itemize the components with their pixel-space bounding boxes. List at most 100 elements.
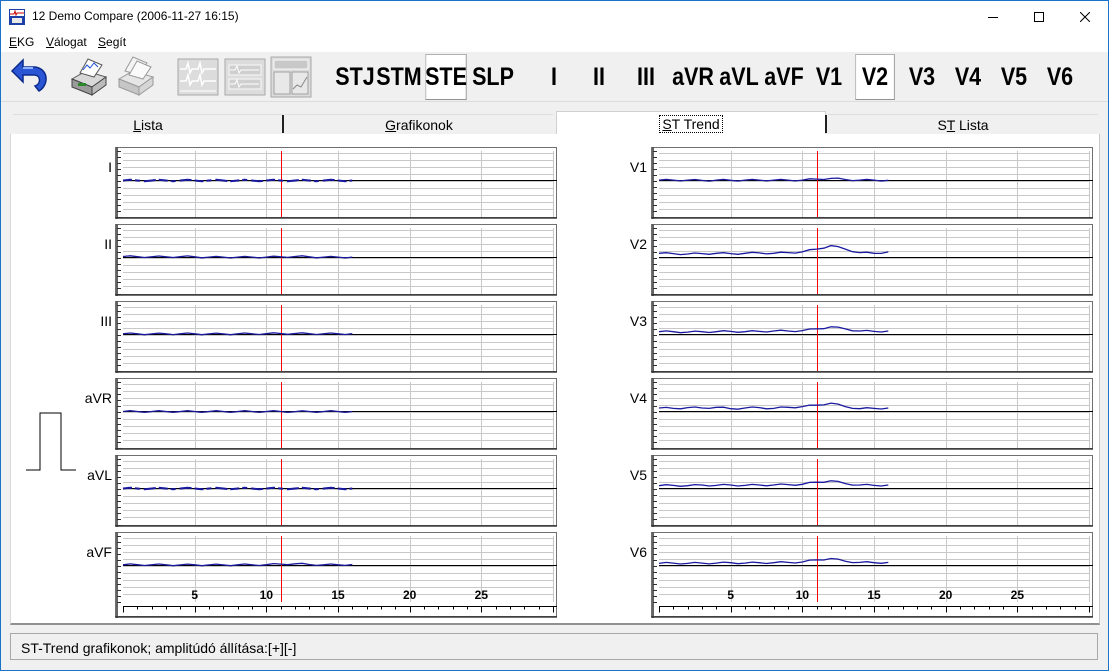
x-tick-label: 15 (331, 588, 345, 602)
lead-button-v1[interactable]: V1 (815, 62, 843, 91)
minimize-button[interactable] (970, 1, 1016, 32)
tab-st-lista[interactable]: ST Lista (828, 114, 1098, 135)
tab-separator (282, 115, 284, 133)
tab-lista[interactable]: Lista (13, 114, 283, 135)
st-trace-v2 (658, 244, 889, 256)
back-arrow-icon[interactable] (9, 55, 53, 99)
lead-label-avl: aVL (87, 467, 112, 483)
lead-button-v6[interactable]: V6 (1046, 62, 1074, 91)
trend-plot-avf: 5 10 15 20 25 (115, 532, 557, 618)
x-tick-label: 5 (191, 588, 198, 602)
plot-frame (115, 532, 557, 618)
trend-plot-v4 (651, 378, 1093, 450)
tab-st-trend[interactable]: ST Trend (556, 111, 826, 135)
x-tick-label: 10 (260, 588, 274, 602)
lead-label-v4: V4 (629, 390, 647, 406)
plot-frame (651, 301, 1093, 373)
tab-separator (825, 115, 827, 133)
lead-button-v2[interactable]: V2 (855, 54, 895, 100)
lead-button-ii[interactable]: II (593, 62, 605, 91)
st-trace-v1 (658, 177, 889, 182)
menu-ekg-rest: KG (17, 35, 35, 49)
lead-label-v2: V2 (629, 236, 647, 252)
status-bar: ST-Trend grafikonok; amplitúdó állítása:… (10, 633, 1098, 660)
x-tick-label: 10 (796, 588, 810, 602)
lead-button-avf[interactable]: aVF (764, 62, 804, 91)
lead-label-ii: II (104, 236, 112, 252)
lead-label-iii: III (100, 313, 112, 329)
x-tick-label: 25 (475, 588, 489, 602)
lead-button-v3[interactable]: V3 (908, 62, 936, 91)
trend-plot-v2 (651, 224, 1093, 296)
st-trace-i (122, 178, 353, 183)
plot-frame (115, 378, 557, 450)
st-trace-avl (122, 486, 353, 491)
print-all-icon[interactable] (113, 55, 157, 99)
x-tick-label: 25 (1011, 588, 1025, 602)
close-icon (1080, 11, 1090, 22)
trend-plot-v6: 5 10 15 20 25 (651, 532, 1093, 618)
plot-frame (115, 455, 557, 527)
minimize-icon (988, 16, 998, 18)
lead-label-v6: V6 (629, 544, 647, 560)
plot-frame (651, 532, 1093, 618)
trend-plot-i (115, 147, 557, 219)
mode-button-ste[interactable]: STE (425, 54, 467, 100)
title-bar: 12 Demo Compare (2006-11-27 16:15) (1, 1, 1108, 32)
menu-ekg[interactable]: EKG (9, 35, 35, 49)
trend-plot-v5 (651, 455, 1093, 527)
st-trace-v6 (658, 557, 889, 565)
st-trace-iii (122, 332, 353, 336)
lead-label-v3: V3 (629, 313, 647, 329)
lead-button-avr[interactable]: aVR (672, 62, 714, 91)
tab-control: Lista Grafikonok ST Trend ST Lista I II II… (10, 111, 1100, 625)
ecg-view-3-icon[interactable] (269, 55, 313, 99)
tab-grafikonok[interactable]: Grafikonok (285, 114, 553, 135)
st-trace-avf (122, 562, 353, 567)
trend-plot-v3 (651, 301, 1093, 373)
toolbar: STJ STM STE SLP I II III aVR aVL aVF V1 … (1, 52, 1108, 102)
print-icon[interactable] (66, 55, 110, 99)
menu-bar: EKG Válogat Segít (1, 32, 1108, 52)
lead-button-avl[interactable]: aVL (719, 62, 759, 91)
lead-button-v4[interactable]: V4 (954, 62, 982, 91)
close-button[interactable] (1062, 1, 1108, 32)
lead-button-iii[interactable]: III (637, 62, 655, 91)
plot-frame (651, 378, 1093, 450)
lead-label-i: I (108, 159, 112, 175)
x-tick-label: 5 (727, 588, 734, 602)
st-trend-panel: I II III aVR aVL aVF 5 10 15 20 25 V1 V2 V3 V4 V5 V6 5 10 1… (10, 134, 1100, 625)
maximize-button[interactable] (1016, 1, 1062, 32)
x-tick-label: 20 (939, 588, 953, 602)
trend-plot-avr (115, 378, 557, 450)
st-trace-v5 (658, 480, 889, 487)
trend-plot-v1 (651, 147, 1093, 219)
plot-frame (115, 147, 557, 219)
plot-frame (651, 224, 1093, 296)
menu-segit[interactable]: Segít (98, 35, 127, 49)
menu-valogat[interactable]: Válogat (46, 35, 87, 49)
st-trace-avr (122, 410, 353, 414)
x-tick-label: 20 (403, 588, 417, 602)
calibration-pulse (26, 412, 76, 471)
window-title: 12 Demo Compare (2006-11-27 16:15) (32, 9, 239, 23)
ecg-view-1-icon[interactable] (176, 55, 220, 99)
x-tick-label: 15 (867, 588, 881, 602)
mode-button-stm[interactable]: STM (376, 62, 422, 91)
lead-label-avr: aVR (84, 390, 112, 406)
plot-frame (651, 455, 1093, 527)
ecg-app-icon (9, 9, 25, 25)
trend-plot-avl (115, 455, 557, 527)
status-text: ST-Trend grafikonok; amplitúdó állítása:… (21, 640, 297, 656)
trend-plot-ii (115, 224, 557, 296)
st-trace-v4 (658, 402, 889, 410)
mode-button-stj[interactable]: STJ (335, 62, 375, 91)
lead-label-avf: aVF (86, 544, 112, 560)
ecg-view-2-icon[interactable] (223, 55, 267, 99)
plot-frame (115, 301, 557, 373)
lead-button-v5[interactable]: V5 (1000, 62, 1028, 91)
st-trace-ii (122, 255, 353, 259)
lead-button-i[interactable]: I (551, 62, 557, 91)
mode-button-slp[interactable]: SLP (472, 62, 514, 91)
